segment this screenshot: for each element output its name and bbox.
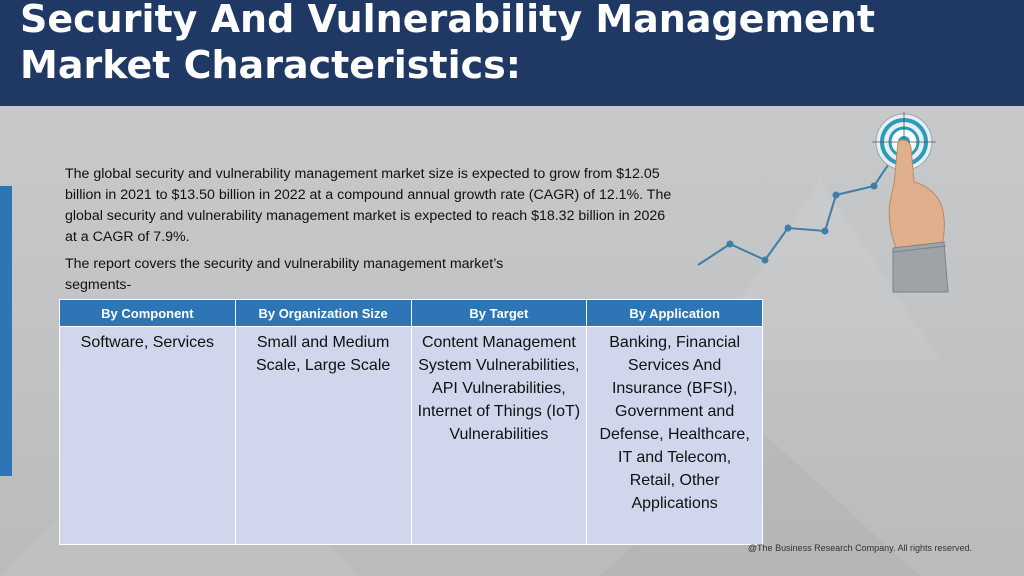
left-accent-bar (0, 186, 12, 476)
cell-component: Software, Services (59, 326, 236, 545)
segments-table: By Component By Organization Size By Tar… (59, 299, 763, 545)
cell-organization-size: Small and Medium Scale, Large Scale (234, 326, 412, 545)
market-size-paragraph: The global security and vulnerability ma… (65, 166, 672, 245)
header-by-application: By Application (586, 299, 763, 327)
header-by-target: By Target (410, 299, 588, 327)
cell-application: Banking, Financial Services And Insuranc… (586, 326, 763, 545)
header-by-component: By Component (59, 299, 236, 327)
page-title: Security And Vulnerability Management Ma… (20, 0, 1024, 88)
copyright-footer: @The Business Research Company. All righ… (747, 543, 972, 553)
table-header-row: By Component By Organization Size By Tar… (59, 299, 763, 327)
table-row: Software, Services Small and Medium Scal… (59, 326, 763, 545)
cell-target: Content Management System Vulnerabilitie… (410, 326, 588, 545)
header-banner: Security And Vulnerability Management Ma… (0, 0, 1024, 106)
title-line-2: Market Characteristics: (20, 43, 521, 87)
title-line-1: Security And Vulnerability Management (20, 0, 876, 41)
header-by-organization-size: By Organization Size (234, 299, 412, 327)
growth-chart-target-hand-icon (697, 112, 949, 293)
segments-intro-paragraph: The report covers the security and vulne… (65, 256, 504, 293)
intro-text: The global security and vulnerability ma… (65, 164, 680, 302)
